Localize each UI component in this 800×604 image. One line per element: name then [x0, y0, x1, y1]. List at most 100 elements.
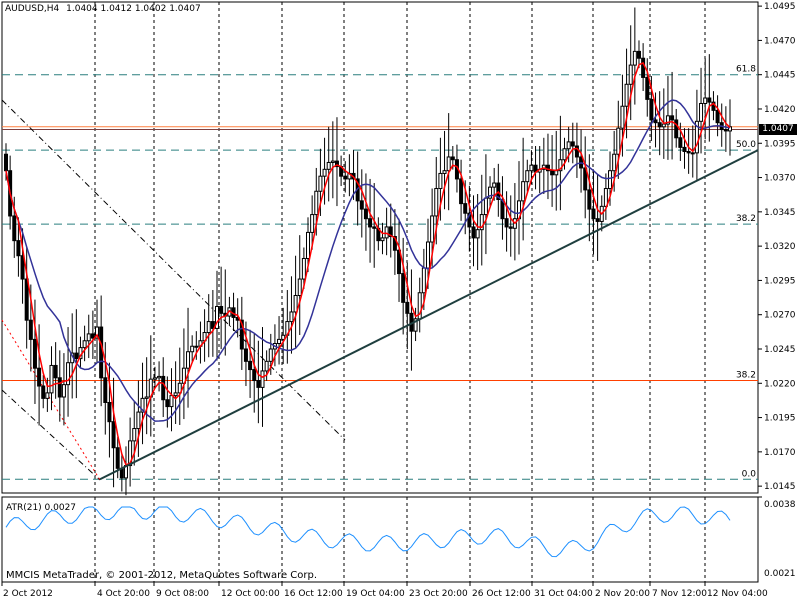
candle-body	[239, 319, 244, 350]
support-trendline	[99, 149, 759, 481]
candle-body	[301, 257, 306, 280]
candle-body	[636, 50, 641, 59]
candle-body	[157, 375, 162, 379]
x-tick-label: 2 Nov 20:00	[595, 589, 650, 599]
y-tick-label: 1.0420	[764, 105, 796, 115]
candle-body	[595, 218, 600, 222]
candle-body	[628, 64, 633, 85]
candle-body	[529, 164, 534, 172]
candle-body	[603, 188, 608, 207]
channel-line-red	[1, 319, 101, 481]
candle-body	[649, 98, 654, 121]
candle-body	[368, 218, 373, 228]
candle-body	[343, 175, 348, 180]
candle-body	[252, 369, 257, 382]
candle-body	[463, 203, 468, 214]
y-tick-label: 1.0195	[764, 414, 796, 424]
x-tick-label: 31 Oct 04:00	[534, 589, 593, 599]
y-tick-label: 1.0395	[764, 139, 796, 149]
main-plot-frame	[1, 1, 759, 494]
candle-body	[95, 326, 100, 339]
candle-body	[186, 351, 191, 369]
candle-body	[318, 175, 323, 192]
candle-body	[165, 399, 170, 408]
level-label: 38.2	[736, 371, 756, 381]
candle-body	[384, 226, 389, 239]
candle-body	[612, 153, 617, 172]
candle-body	[558, 159, 563, 172]
candle-body	[442, 170, 447, 174]
candle-body	[434, 188, 439, 217]
candle-body	[136, 411, 141, 430]
candle-body	[66, 362, 71, 386]
time-axis: 2 Oct 2012 4 Oct 20:00 9 Oct 08:00 12 Oct 0…	[1, 582, 768, 599]
candle-body	[214, 305, 219, 329]
y-tick-label: 1.0495	[764, 2, 796, 12]
candle-body	[115, 447, 120, 469]
trendline-layer[interactable]	[99, 149, 759, 481]
atr-tick-top: 0.0038	[764, 500, 796, 510]
x-tick-label: 16 Oct 12:00	[284, 589, 343, 599]
candle-body	[12, 215, 17, 242]
candle-body	[20, 255, 25, 280]
candle-body	[620, 105, 625, 129]
candle-body	[132, 428, 137, 442]
candle-body	[277, 338, 282, 345]
candle-body	[322, 168, 327, 177]
candle-body	[330, 160, 335, 163]
candle-body	[293, 295, 298, 313]
copyright-text: MMCIS MetaTrader, © 2001-2012, MetaQuote…	[6, 570, 318, 581]
x-tick-label: 2 Oct 2012	[3, 589, 53, 599]
candle-body	[421, 267, 426, 294]
candle-body	[45, 392, 50, 399]
candle-body	[37, 367, 42, 387]
candle-body	[248, 360, 253, 371]
candle-body	[587, 189, 592, 210]
candle-body	[306, 231, 311, 259]
y-tick-label: 1.0345	[764, 208, 796, 218]
candle-body	[566, 141, 571, 150]
candle-body	[674, 119, 679, 139]
atr-layer	[5, 506, 731, 558]
candle-body	[107, 401, 112, 423]
candle-body	[550, 170, 555, 176]
candle-body	[111, 421, 116, 449]
candle-body	[670, 115, 675, 121]
atr-tick-bottom: 0.0021	[764, 569, 796, 579]
candle-body	[723, 129, 728, 132]
candle-body	[665, 115, 670, 125]
candle-body	[405, 301, 410, 314]
y-tick-label: 1.0245	[764, 345, 796, 355]
candle-body	[103, 377, 108, 403]
candle-body	[289, 311, 294, 323]
candle-body	[256, 380, 261, 388]
candle-body	[128, 440, 133, 467]
candle-body	[467, 212, 472, 228]
x-tick-label: 4 Oct 20:00	[97, 589, 150, 599]
candle-body	[459, 178, 464, 205]
candle-body	[24, 278, 29, 321]
candle-body	[260, 370, 265, 388]
candle-body	[715, 109, 720, 124]
candle-body	[140, 397, 145, 413]
candle-body	[504, 218, 509, 228]
candle-body	[206, 321, 211, 334]
candle-body	[661, 123, 666, 128]
candle-body	[334, 160, 339, 168]
candle-body	[608, 170, 613, 190]
y-tick-label: 1.0145	[764, 482, 796, 492]
candle-body	[562, 148, 567, 161]
ohlc-values: 1.0404 1.0412 1.0402 1.0407	[66, 4, 201, 14]
candle-body	[678, 137, 683, 148]
candle-body	[41, 385, 46, 399]
candle-body	[554, 170, 559, 176]
channel-line-upper	[1, 99, 346, 441]
price-axis: 1.0495 1.0470 1.0445 1.0420 1.0395 1.0370 1.03…	[758, 2, 796, 498]
candle-body	[632, 50, 637, 66]
horizontal-levels	[2, 74, 758, 480]
candle-body	[471, 226, 476, 239]
candle-body	[645, 76, 650, 100]
y-tick-label: 1.0270	[764, 311, 796, 321]
